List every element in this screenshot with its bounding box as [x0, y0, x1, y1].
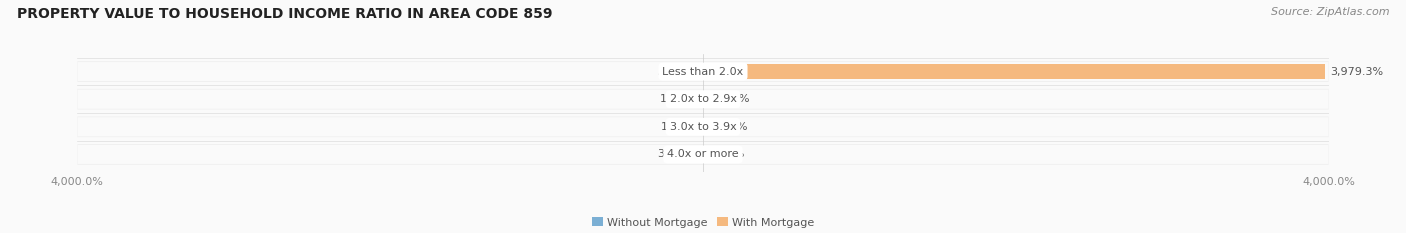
Bar [700, 92, 703, 107]
Text: 35.1%: 35.1% [658, 67, 693, 77]
FancyBboxPatch shape [77, 62, 1329, 81]
Text: PROPERTY VALUE TO HOUSEHOLD INCOME RATIO IN AREA CODE 859: PROPERTY VALUE TO HOUSEHOLD INCOME RATIO… [17, 7, 553, 21]
Bar [703, 119, 707, 134]
Text: 34.4%: 34.4% [658, 149, 693, 159]
Text: 41.9%: 41.9% [714, 94, 749, 104]
Bar [703, 92, 710, 107]
Bar [697, 147, 703, 162]
Bar [703, 147, 704, 162]
FancyBboxPatch shape [77, 144, 1329, 165]
FancyBboxPatch shape [77, 89, 1329, 110]
Text: Less than 2.0x: Less than 2.0x [662, 67, 744, 77]
FancyBboxPatch shape [77, 116, 1329, 137]
Text: 4.0x or more: 4.0x or more [668, 149, 738, 159]
Text: 12.1%: 12.1% [710, 149, 745, 159]
FancyBboxPatch shape [77, 90, 1329, 109]
Text: 3.0x to 3.9x: 3.0x to 3.9x [669, 122, 737, 132]
FancyBboxPatch shape [77, 145, 1329, 164]
FancyBboxPatch shape [77, 117, 1329, 136]
Text: 26.4%: 26.4% [711, 122, 748, 132]
Bar [703, 64, 1326, 79]
Text: 2.0x to 2.9x: 2.0x to 2.9x [669, 94, 737, 104]
Text: 3,979.3%: 3,979.3% [1330, 67, 1384, 77]
FancyBboxPatch shape [77, 61, 1329, 82]
Text: Source: ZipAtlas.com: Source: ZipAtlas.com [1271, 7, 1389, 17]
Bar [702, 119, 703, 134]
Bar [697, 64, 703, 79]
Text: 17.3%: 17.3% [661, 94, 696, 104]
Text: 12.0%: 12.0% [661, 122, 696, 132]
Legend: Without Mortgage, With Mortgage: Without Mortgage, With Mortgage [588, 213, 818, 232]
